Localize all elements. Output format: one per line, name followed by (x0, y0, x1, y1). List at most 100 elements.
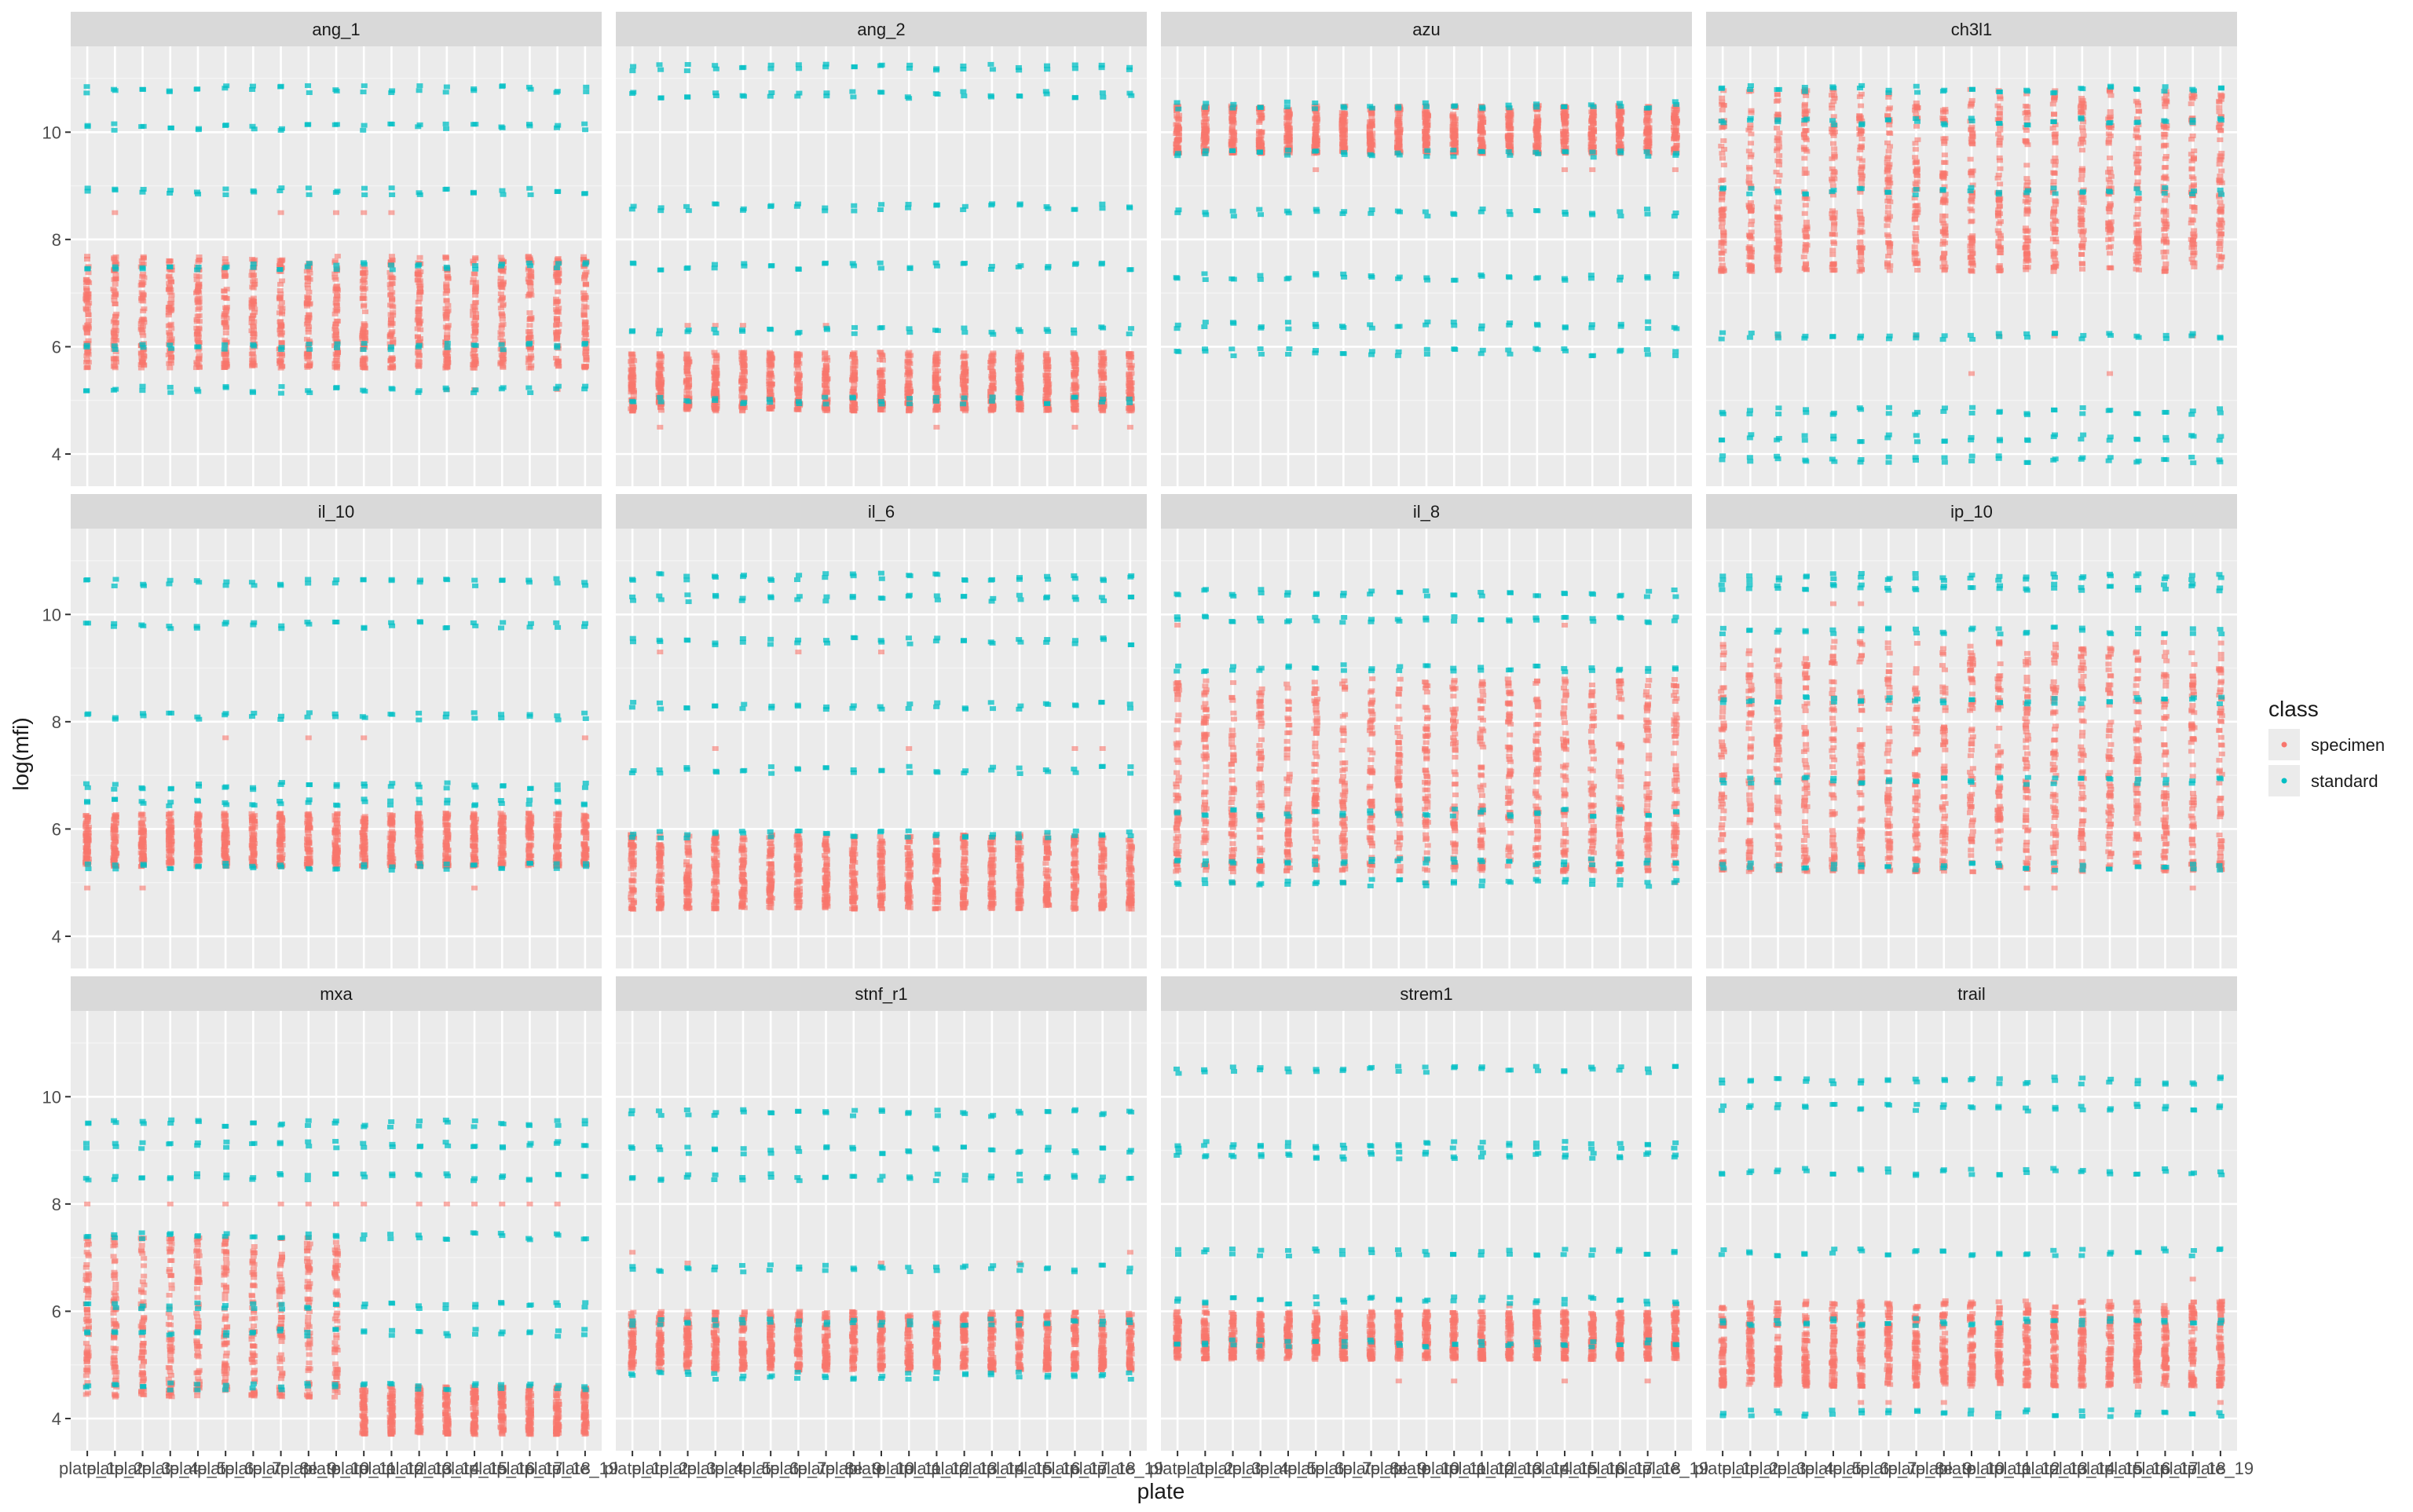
y-tick-label: 4 (52, 445, 61, 464)
standard-point (1072, 95, 1078, 100)
standard-point (361, 262, 368, 266)
standard-point (526, 186, 533, 191)
standard-point (1339, 324, 1346, 328)
standard-point (555, 384, 562, 389)
specimen-point (555, 361, 561, 365)
specimen-point (196, 295, 203, 300)
specimen-point (389, 290, 395, 295)
standard-point (711, 327, 717, 331)
specimen-point (1100, 388, 1106, 393)
specimen-point (1856, 245, 1862, 250)
specimen-point (1258, 116, 1265, 121)
standard-point (361, 341, 368, 346)
specimen-point (221, 361, 227, 366)
specimen-point (361, 321, 368, 326)
standard-point (1507, 212, 1514, 217)
standard-point (194, 268, 200, 273)
specimen-point (221, 365, 227, 370)
standard-point (305, 265, 311, 269)
standard-point (1775, 456, 1781, 461)
specimen-point (387, 302, 394, 307)
specimen-point (193, 360, 200, 364)
standard-point (1451, 212, 1457, 217)
standard-point (1313, 148, 1320, 153)
specimen-point (83, 286, 90, 291)
standard-point (907, 266, 914, 271)
standard-point (472, 267, 478, 272)
standard-point (305, 388, 311, 393)
specimen-point (1776, 200, 1782, 204)
standard-point (390, 267, 396, 272)
standard-point (139, 388, 145, 393)
specimen-point (1775, 234, 1781, 239)
specimen-point (332, 324, 339, 329)
standard-point (1341, 351, 1347, 356)
standard-point (499, 189, 505, 193)
specimen-point (683, 379, 690, 384)
specimen-point (1884, 164, 1891, 169)
specimen-point (933, 370, 939, 375)
specimen-point (417, 328, 423, 332)
standard-point (1203, 148, 1209, 153)
specimen-point (83, 365, 90, 370)
specimen-point (138, 325, 145, 330)
specimen-point (628, 368, 635, 373)
standard-point (1886, 405, 1892, 410)
standard-point (139, 265, 145, 270)
specimen-point (1829, 232, 1836, 236)
standard-point (629, 207, 635, 211)
specimen-point (1747, 167, 1753, 171)
standard-point (85, 185, 91, 190)
specimen-point (767, 352, 773, 357)
standard-point (1203, 277, 1209, 282)
standard-point (334, 342, 340, 346)
standard-point (582, 384, 588, 389)
specimen-point (1477, 129, 1484, 134)
specimen-point (1720, 238, 1726, 243)
specimen-point (1775, 268, 1781, 273)
standard-point (112, 88, 119, 93)
specimen-point (85, 291, 91, 296)
specimen-point (196, 284, 203, 289)
specimen-point (1394, 131, 1401, 136)
standard-point (1886, 460, 1892, 465)
standard-point (961, 326, 967, 331)
specimen-point (1672, 147, 1678, 152)
specimen-point (251, 299, 257, 304)
standard-point (741, 261, 747, 265)
standard-point (960, 90, 966, 94)
specimen-point (851, 360, 858, 364)
standard-point (1045, 329, 1051, 334)
standard-point (768, 203, 774, 208)
specimen-point (248, 304, 254, 309)
specimen-point (526, 323, 533, 328)
specimen-point (823, 386, 829, 391)
specimen-point (822, 371, 828, 375)
standard-point (443, 126, 449, 131)
standard-point (1644, 106, 1650, 111)
standard-point (1368, 353, 1375, 357)
specimen-point (1719, 196, 1725, 200)
specimen-point (1285, 131, 1291, 136)
standard-point (194, 189, 200, 194)
standard-point (712, 262, 718, 267)
standard-point (1589, 213, 1595, 218)
standard-point (1480, 207, 1486, 211)
specimen-point (794, 360, 800, 364)
standard-point (1174, 349, 1181, 353)
specimen-point (1126, 351, 1132, 356)
standard-point (1562, 276, 1568, 281)
standard-point (554, 90, 560, 95)
specimen-point (528, 293, 534, 298)
standard-point (1831, 459, 1837, 464)
specimen-point (768, 357, 774, 361)
standard-point (1257, 273, 1263, 278)
specimen-point (1941, 261, 1947, 265)
specimen-point (1562, 130, 1569, 134)
standard-point (1940, 89, 1946, 93)
standard-point (1535, 275, 1541, 280)
specimen-point (140, 309, 146, 313)
specimen-point (1803, 262, 1809, 266)
specimen-point (1672, 112, 1678, 117)
specimen-point (1617, 123, 1623, 127)
